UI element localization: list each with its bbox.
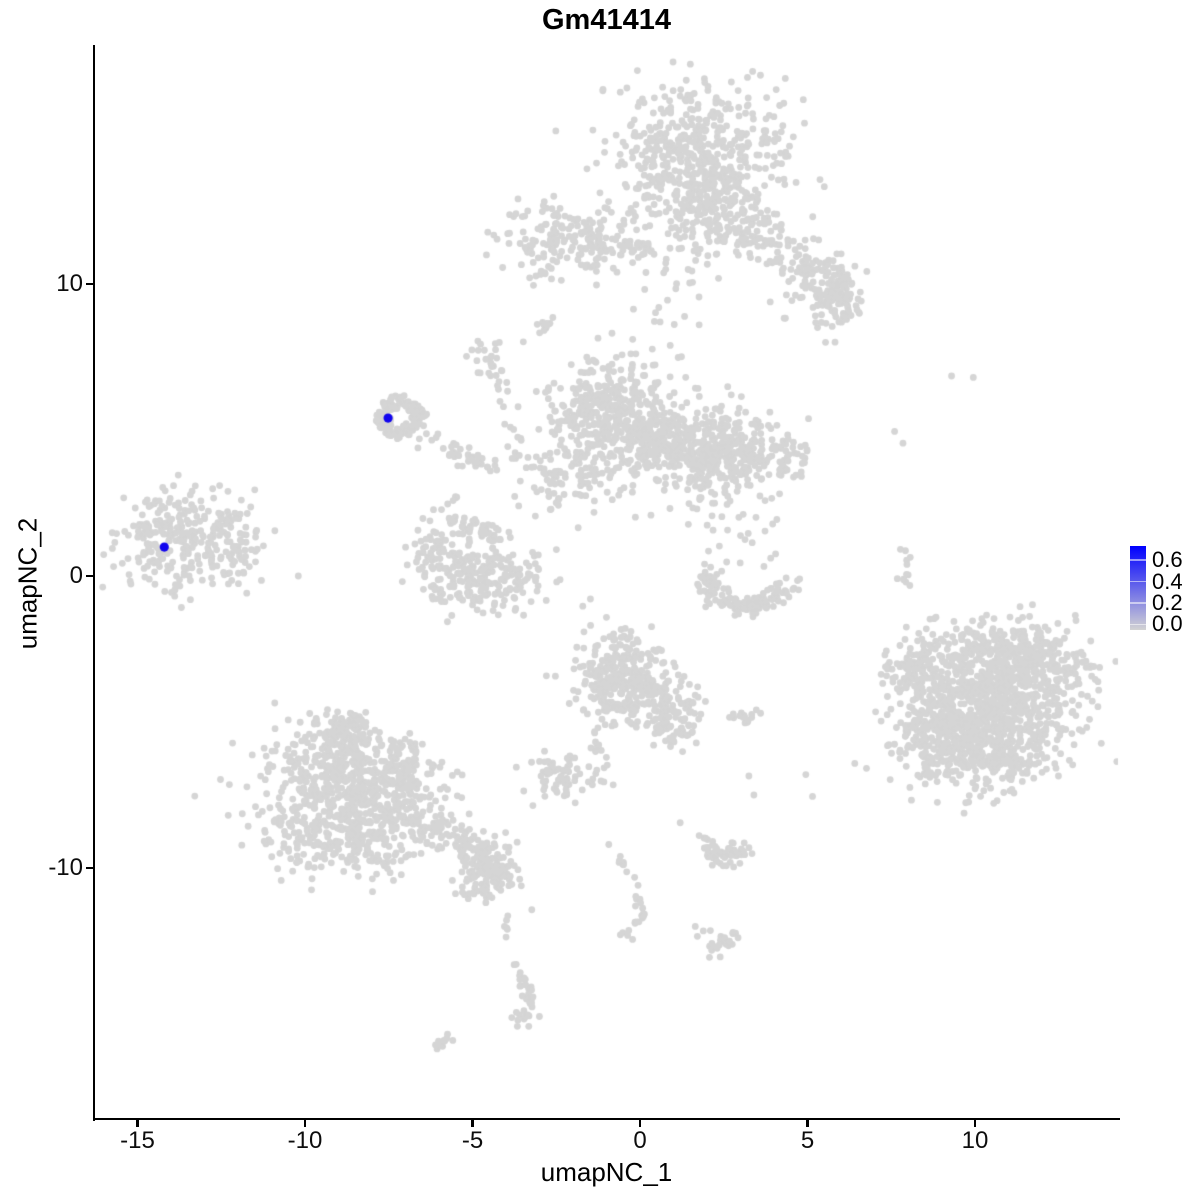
expression-legend: 0.6 0.4 0.2 0.0 bbox=[1130, 546, 1200, 638]
x-tick-label: 0 bbox=[633, 1127, 647, 1154]
x-tick-mark bbox=[303, 1118, 307, 1127]
legend-bar-tick bbox=[1130, 623, 1146, 626]
x-tick-mark bbox=[806, 1118, 809, 1127]
legend-tick-label: 0.0 bbox=[1152, 611, 1183, 637]
y-tick-mark bbox=[86, 574, 95, 578]
y-tick-mark bbox=[86, 866, 95, 870]
legend-tick-label: 0.6 bbox=[1152, 547, 1183, 573]
x-tick-mark bbox=[471, 1118, 474, 1127]
y-tick-label: -10 bbox=[48, 854, 83, 881]
x-tick-mark bbox=[973, 1118, 977, 1127]
legend-colorbar bbox=[1130, 546, 1146, 630]
y-axis-line bbox=[92, 45, 96, 1121]
x-axis-title: umapNC_1 bbox=[540, 1157, 673, 1187]
legend-bar-tick bbox=[1130, 602, 1146, 604]
y-axis-title: umapNC_2 bbox=[12, 517, 43, 650]
x-tick-label: 10 bbox=[961, 1127, 989, 1154]
x-tick-label: 5 bbox=[800, 1127, 815, 1154]
legend-tick-label: 0.4 bbox=[1152, 568, 1183, 594]
legend-bar-tick bbox=[1130, 580, 1146, 583]
x-tick-mark bbox=[136, 1118, 139, 1127]
legend-tick-label: 0.2 bbox=[1152, 589, 1183, 615]
x-tick-label: -10 bbox=[287, 1127, 323, 1154]
x-tick-label: -15 bbox=[120, 1127, 155, 1154]
y-tick-mark bbox=[86, 282, 95, 286]
x-tick-label: -5 bbox=[461, 1127, 484, 1154]
x-tick-mark bbox=[638, 1118, 642, 1127]
y-tick-label: 0 bbox=[69, 562, 83, 589]
legend-bar-tick bbox=[1130, 559, 1146, 561]
y-tick-label: 10 bbox=[56, 270, 83, 297]
x-axis-line bbox=[92, 1117, 1120, 1121]
